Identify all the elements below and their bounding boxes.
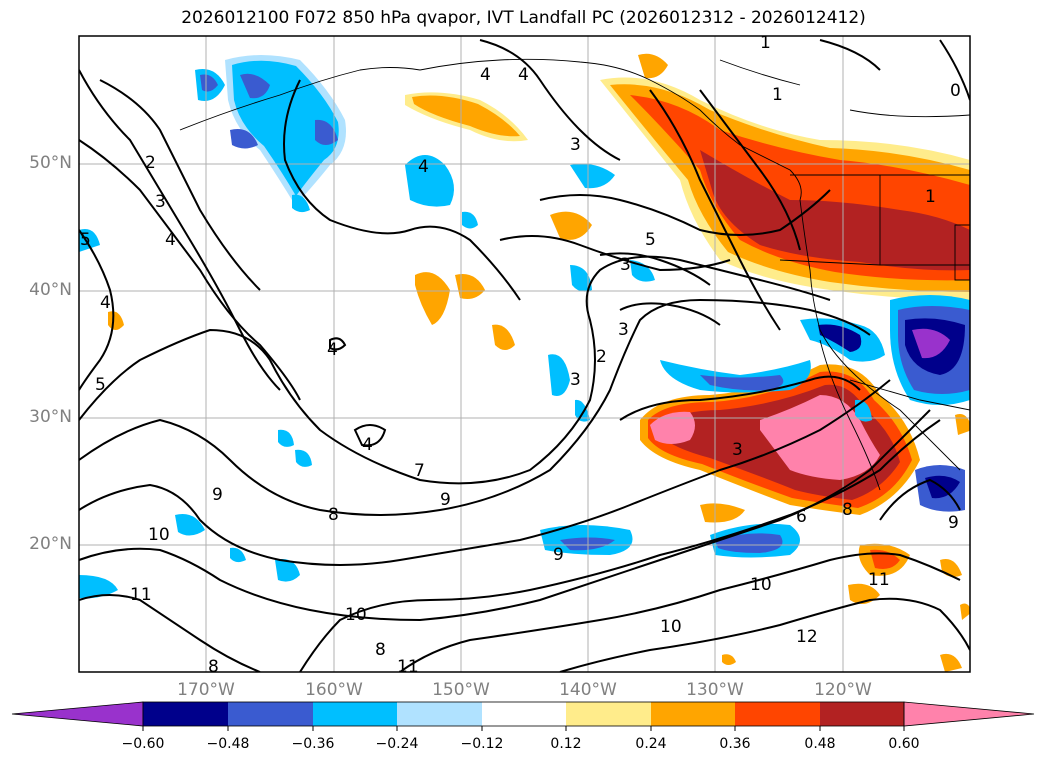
colorbar-under-arrow <box>11 701 144 727</box>
contour-labels: 1 1 0 4 4 3 4 2 3 4 4 5 3 3 4 5 2 3 4 5 … <box>80 33 961 677</box>
colorbar-tick-label: −0.60 <box>121 736 165 752</box>
contour-label: 1 <box>760 33 771 53</box>
lat-label-20n: 20°N <box>29 534 72 554</box>
colorbar-tick-label: −0.12 <box>460 736 504 752</box>
contour-label: 11 <box>130 585 152 605</box>
contour-label: 4 <box>165 230 176 250</box>
contour-label: 10 <box>148 525 170 545</box>
colorbar-bin <box>228 702 313 726</box>
colorbar-bin <box>566 702 651 726</box>
colorbar-tick-label: −0.24 <box>375 736 419 752</box>
contour-label: 3 <box>732 440 743 460</box>
contour-label: 8 <box>842 500 853 520</box>
colorbar-bin <box>735 702 820 726</box>
contour-label: 9 <box>948 513 959 533</box>
colorbar-tick-label: −0.48 <box>206 736 250 752</box>
colorbar-bin <box>482 702 566 726</box>
colorbar-bin <box>143 702 228 726</box>
positive-anomaly-patches <box>108 53 970 672</box>
contour-label: 11 <box>868 570 890 590</box>
contour-label: 2 <box>145 153 156 173</box>
contour-label: 5 <box>645 230 656 250</box>
plot-frame <box>78 35 971 673</box>
contour-label: 4 <box>362 435 373 455</box>
lat-label-50n: 50°N <box>29 153 72 173</box>
contour-label: 10 <box>750 575 772 595</box>
contour-label: 4 <box>518 65 529 85</box>
contour-label: 9 <box>553 545 564 565</box>
contour-label: 5 <box>80 230 91 250</box>
contour-label: 7 <box>414 461 425 481</box>
contour-label: 2 <box>596 347 607 367</box>
lat-label-30n: 30°N <box>29 407 72 427</box>
colorbar-tick-label: −0.36 <box>291 736 335 752</box>
contour-label: 3 <box>570 370 581 390</box>
contour-label: 12 <box>796 627 818 647</box>
contour-label: 3 <box>570 135 581 155</box>
contour-label: 1 <box>772 85 783 105</box>
contour-label: 10 <box>345 605 367 625</box>
map-title: 2026012100 F072 850 hPa qvapor, IVT Land… <box>181 8 866 28</box>
lon-label-160w: 160°W <box>305 680 363 700</box>
positive-anomaly-plume <box>640 364 920 604</box>
colorbar-tick-label: 0.36 <box>719 736 751 752</box>
contour-label: 4 <box>418 157 429 177</box>
colorbar-tick-label: 0.60 <box>888 736 920 752</box>
lon-label-120w: 120°W <box>814 680 872 700</box>
contour-label: 11 <box>397 657 419 677</box>
colorbar-bin <box>651 702 735 726</box>
map-gridlines <box>79 36 970 672</box>
plot-area: 1 1 0 4 4 3 4 2 3 4 4 5 3 3 4 5 2 3 4 5 … <box>79 33 970 677</box>
colorbar-tick-label: 0.12 <box>550 736 582 752</box>
colorbar-tick-label: 0.48 <box>804 736 836 752</box>
contour-label: 8 <box>208 657 219 677</box>
contour-label: 4 <box>100 293 111 313</box>
colorbar <box>11 701 1035 731</box>
lon-label-130w: 130°W <box>686 680 744 700</box>
colorbar-bin <box>313 702 397 726</box>
contour-label: 6 <box>796 507 807 527</box>
contour-label: 1 <box>925 187 936 207</box>
lon-label-170w: 170°W <box>177 680 235 700</box>
contour-label: 9 <box>212 485 223 505</box>
contour-label: 8 <box>375 640 386 660</box>
contour-label: 4 <box>327 340 338 360</box>
contour-label: 5 <box>95 375 106 395</box>
colorbar-tick-label: 0.24 <box>635 736 667 752</box>
lon-label-150w: 150°W <box>432 680 490 700</box>
contour-label: 3 <box>620 255 631 275</box>
contour-label: 8 <box>328 505 339 525</box>
contour-label: 9 <box>440 490 451 510</box>
contour-label: 0 <box>950 81 961 101</box>
colorbar-over-arrow <box>903 701 1035 727</box>
colorbar-bin <box>820 702 904 726</box>
lon-label-140w: 140°W <box>559 680 617 700</box>
contour-label: 4 <box>480 65 491 85</box>
contour-label: 3 <box>155 192 166 212</box>
contour-label: 10 <box>660 617 682 637</box>
coastlines <box>179 58 970 491</box>
contour-label: 3 <box>618 320 629 340</box>
ivt-contours <box>79 39 970 672</box>
negative-anomaly-patches <box>79 55 970 599</box>
lat-label-40n: 40°N <box>29 280 72 300</box>
colorbar-bin <box>397 702 482 726</box>
